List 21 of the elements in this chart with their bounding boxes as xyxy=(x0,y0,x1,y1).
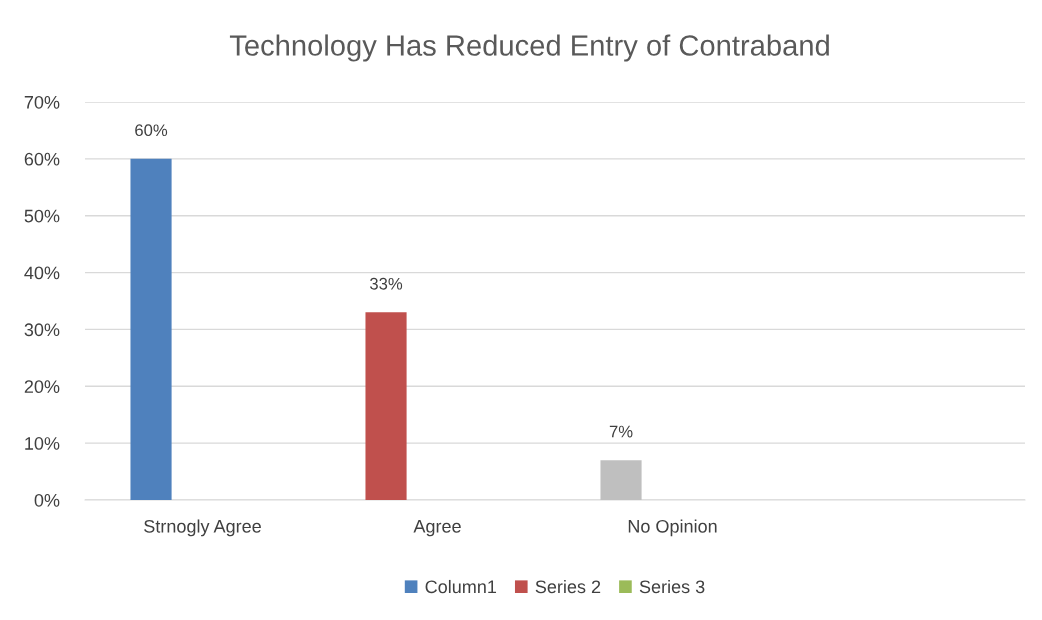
x-tick-label: Strnogly Agree xyxy=(144,519,261,537)
y-tick-label: 30% xyxy=(24,323,60,337)
x-tick-label: Agree xyxy=(413,520,461,537)
data-label: 7% xyxy=(609,425,633,438)
chart-title: Technology Has Reduced Entry of Contraband xyxy=(229,34,829,62)
bar xyxy=(600,460,642,500)
legend-label: Series 3 xyxy=(639,579,705,594)
y-tick-label: 0% xyxy=(34,493,60,507)
bar xyxy=(130,158,172,500)
data-label: 60% xyxy=(135,124,168,137)
y-tick-label: 50% xyxy=(24,209,60,223)
y-tick-label: 60% xyxy=(24,152,60,166)
y-tick-label: 20% xyxy=(24,380,60,394)
bar xyxy=(365,312,407,500)
x-tick-label: No Opinion xyxy=(628,519,717,537)
y-tick-label: 70% xyxy=(24,95,60,109)
legend-label: Series 2 xyxy=(535,579,601,594)
y-tick-label: 10% xyxy=(25,437,60,450)
legend-label: Column1 xyxy=(425,579,497,594)
y-tick-label: 40% xyxy=(24,266,60,280)
data-label: 33% xyxy=(369,277,403,290)
